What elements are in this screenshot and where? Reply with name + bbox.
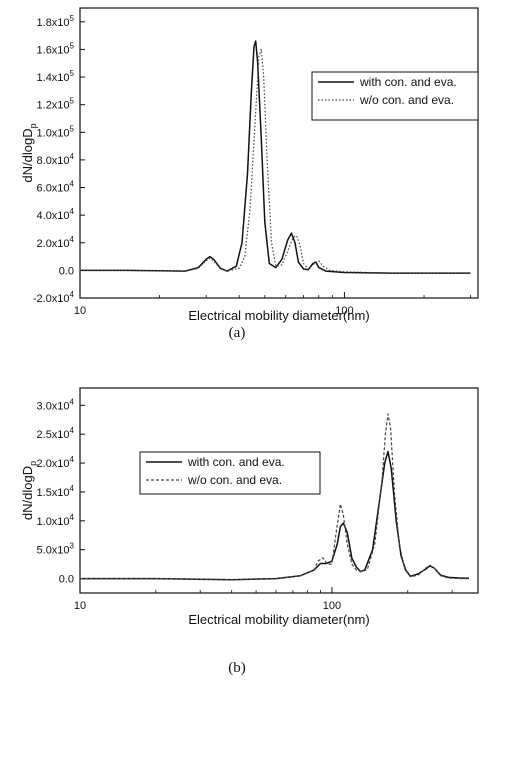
figure-caption: (a) xyxy=(229,325,246,341)
plot-frame xyxy=(79,7,479,299)
y-axis-label: dN/dlogDp xyxy=(20,123,38,182)
y-tick-label: -2.0x104 xyxy=(33,290,75,305)
y-tick-label: 1.2x105 xyxy=(37,97,75,112)
y-tick-label: 0.0 xyxy=(59,574,74,586)
plot-frame xyxy=(79,387,479,594)
y-tick-label: 0.0 xyxy=(59,265,74,277)
y-tick-label: 1.6x105 xyxy=(37,41,75,56)
y-axis-label: dN/dlogDp xyxy=(20,461,38,520)
x-tick-label: 10 xyxy=(74,305,86,317)
y-tick-label: 1.8x105 xyxy=(37,14,75,29)
legend-label: w/o con. and eva. xyxy=(187,473,282,487)
y-tick-label: 2.0x104 xyxy=(37,235,75,250)
y-tick-label: 1.0x105 xyxy=(37,124,75,139)
legend-label: with con. and eva. xyxy=(359,75,457,89)
figure-caption: (b) xyxy=(228,660,246,676)
chart-a: -2.0x104 0.0 2.0x104 4.0x104 6.0x104 8.0x104 1… xyxy=(20,7,479,341)
legend-label: w/o con. and eva. xyxy=(359,93,454,107)
x-tick-label: 10 xyxy=(74,600,86,612)
y-tick-label: 1.4x105 xyxy=(37,69,75,84)
y-tick-label: 2.0x104 xyxy=(37,455,75,470)
y-tick-label: 4.0x104 xyxy=(37,207,75,222)
x-axis-label: Electrical mobility diameter(nm) xyxy=(188,612,369,627)
y-tick-label: 2.5x104 xyxy=(37,426,75,441)
y-tick-label: 8.0x104 xyxy=(37,152,75,167)
series-line-with xyxy=(80,40,471,274)
legend-box xyxy=(311,71,479,121)
legend-box xyxy=(139,451,321,495)
y-tick-label: 1.5x104 xyxy=(37,484,75,499)
series-line-with xyxy=(80,450,470,581)
series-line-without xyxy=(80,413,469,581)
y-tick-label: 5.0x103 xyxy=(37,542,75,557)
series-line-without xyxy=(80,48,471,274)
x-tick-label: 100 xyxy=(323,600,341,612)
y-tick-label: 1.0x104 xyxy=(37,513,75,528)
legend-label: with con. and eva. xyxy=(187,455,285,469)
x-axis-label: Electrical mobility diameter(nm) xyxy=(188,308,369,323)
y-tick-label: 3.0x104 xyxy=(37,397,75,412)
y-tick-label: 6.0x104 xyxy=(37,180,75,195)
x-tick-label: 100 xyxy=(335,305,353,317)
chart-b: 0.0 5.0x103 1.0x104 1.5x104 2.0x104 2.5x104 3.… xyxy=(20,387,479,676)
